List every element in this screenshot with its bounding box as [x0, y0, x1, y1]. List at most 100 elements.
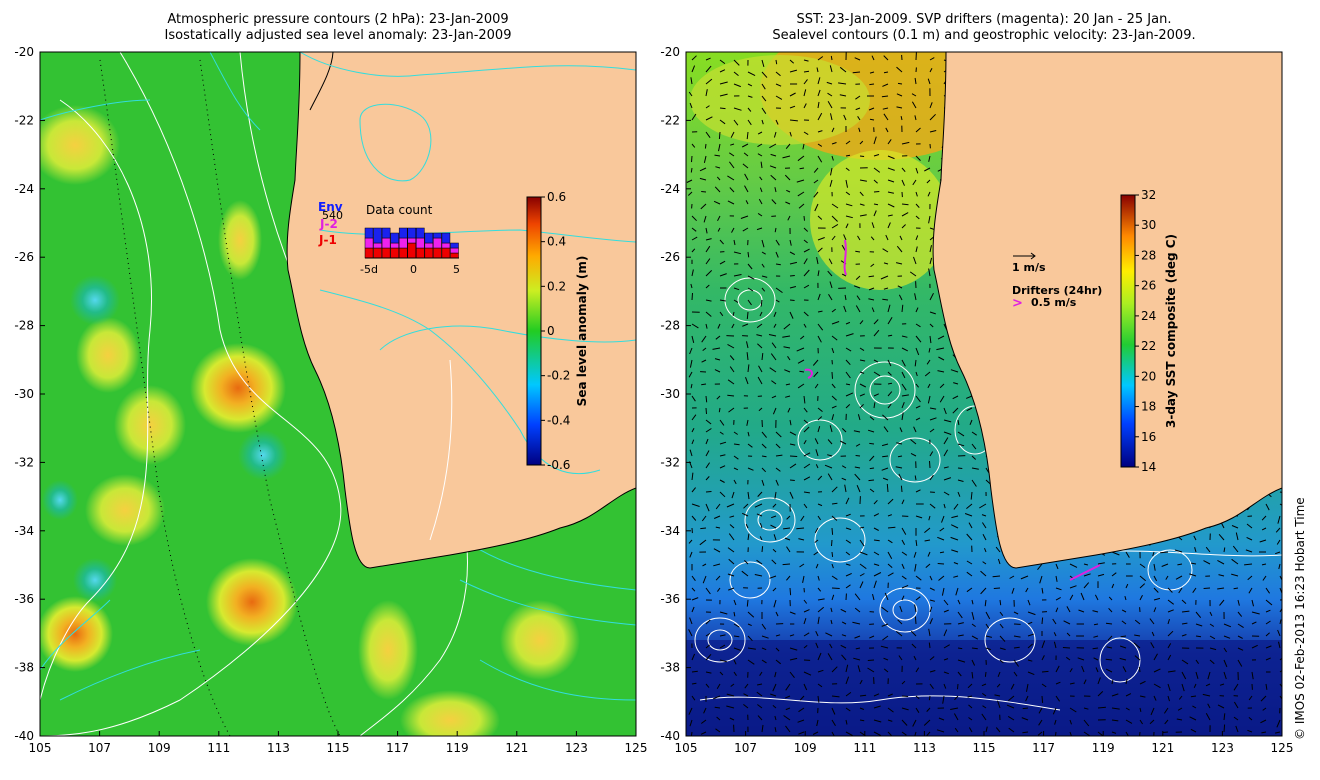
velocity-vector	[980, 587, 987, 595]
velocity-vector	[754, 503, 763, 508]
velocity-vector	[887, 563, 893, 568]
velocity-vector	[845, 551, 851, 556]
velocity-vector	[803, 59, 809, 62]
velocity-vector	[713, 200, 721, 205]
velocity-vector	[1111, 719, 1119, 722]
velocity-vector	[1069, 707, 1077, 713]
velocity-vector	[1139, 594, 1143, 601]
velocity-vector	[705, 89, 708, 97]
velocity-vector	[774, 715, 777, 721]
velocity-vector	[901, 575, 907, 580]
velocity-vector	[943, 503, 946, 509]
velocity-vector	[854, 593, 861, 601]
velocity-vector	[1205, 712, 1211, 721]
velocity-vector	[915, 695, 920, 700]
velocity-vector	[1053, 641, 1057, 649]
velocity-vector	[971, 479, 977, 487]
velocity-vector	[882, 635, 889, 641]
velocity-vector	[1167, 587, 1173, 593]
velocity-vector	[968, 727, 973, 733]
velocity-vector	[757, 715, 763, 721]
velocity-vector	[953, 713, 959, 721]
velocity-vector	[1081, 665, 1085, 673]
velocity-vector	[1247, 729, 1253, 733]
velocity-vector	[691, 269, 694, 277]
velocity-vector	[705, 407, 707, 415]
velocity-vector	[897, 619, 903, 625]
velocity-vector	[789, 251, 796, 256]
velocity-vector	[1139, 680, 1146, 685]
velocity-vector	[831, 203, 839, 209]
drifter-track	[1069, 564, 1101, 581]
velocity-vector	[747, 491, 750, 500]
velocity-vector	[1167, 695, 1170, 702]
velocity-vector	[701, 719, 707, 724]
velocity-vector	[1167, 599, 1175, 605]
velocity-vector	[831, 347, 835, 354]
velocity-vector	[843, 114, 847, 121]
velocity-vector	[844, 484, 847, 493]
velocity-vector	[1020, 575, 1029, 580]
velocity-vector	[1162, 731, 1169, 733]
lat-tick-label: -30	[660, 387, 680, 401]
velocity-vector	[854, 57, 861, 61]
velocity-vector	[1217, 587, 1225, 590]
velocity-vector	[1194, 547, 1197, 553]
velocity-vector	[843, 305, 847, 313]
drifter-track	[804, 368, 813, 379]
velocity-vector	[938, 356, 945, 361]
velocity-vector	[841, 273, 847, 277]
velocity-vector	[882, 83, 889, 87]
velocity-vector	[705, 395, 708, 403]
velocity-vector	[691, 65, 696, 73]
velocity-vector	[789, 59, 795, 64]
velocity-vector	[771, 342, 777, 349]
inset-tick-5: 5	[453, 263, 460, 276]
velocity-vector	[859, 359, 866, 362]
velocity-vector	[887, 382, 893, 385]
velocity-vector	[845, 731, 853, 736]
velocity-vector	[817, 652, 822, 661]
velocity-vector	[929, 102, 933, 109]
velocity-vector	[691, 395, 696, 402]
velocity-vector	[817, 323, 824, 331]
right-title-line1: SST: 23-Jan-2009. SVP drifters (magenta)…	[796, 12, 1172, 27]
velocity-vector	[803, 503, 808, 509]
velocity-vector	[1251, 599, 1254, 607]
velocity-vector	[733, 611, 736, 617]
velocity-vector	[887, 403, 892, 409]
velocity-vector	[746, 131, 749, 140]
velocity-vector	[1069, 563, 1078, 568]
velocity-vector	[957, 467, 963, 469]
velocity-vector	[883, 55, 889, 61]
velocity-vector	[789, 261, 798, 265]
velocity-vector	[915, 515, 923, 519]
velocity-vector	[773, 534, 777, 541]
velocity-vector	[714, 358, 721, 361]
velocity-vector	[785, 383, 791, 386]
velocity-vector	[733, 71, 739, 76]
lon-tick-label: 119	[1092, 741, 1115, 755]
velocity-vector	[803, 89, 807, 97]
velocity-vector	[1181, 599, 1187, 604]
velocity-vector	[1175, 575, 1183, 580]
velocity-vector	[999, 659, 1004, 664]
velocity-vector	[705, 644, 711, 649]
velocity-vector	[733, 299, 739, 303]
velocity-vector	[1027, 659, 1033, 662]
velocity-vector	[831, 155, 834, 161]
velocity-vector	[1151, 631, 1155, 637]
velocity-vector	[775, 263, 781, 266]
velocity-vector	[845, 359, 851, 366]
velocity-vector	[1278, 641, 1281, 649]
velocity-vector	[1231, 525, 1239, 529]
velocity-vector	[901, 179, 905, 186]
velocity-vector	[984, 671, 987, 677]
velocity-vector	[817, 112, 823, 121]
left-title-line1: Atmospheric pressure contours (2 hPa): 2…	[167, 12, 509, 27]
velocity-vector	[1181, 671, 1187, 680]
velocity-vector	[756, 691, 763, 697]
velocity-vector	[913, 426, 917, 433]
velocity-vector	[1027, 643, 1033, 649]
